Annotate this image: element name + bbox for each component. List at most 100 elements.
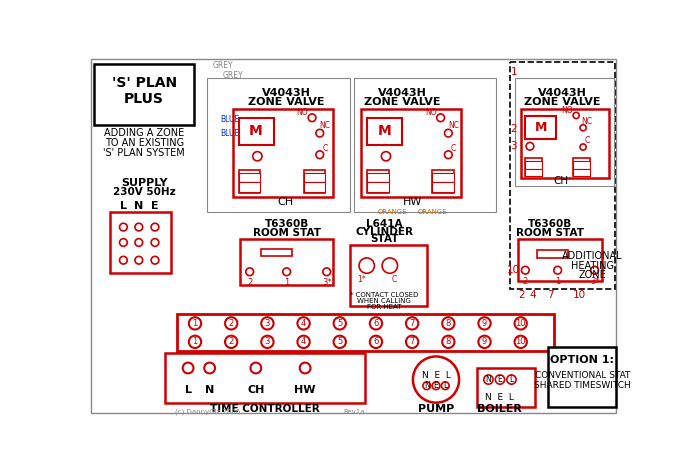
Bar — [432, 173, 454, 183]
Bar — [304, 173, 325, 183]
Text: C: C — [392, 275, 397, 284]
Bar — [110, 212, 171, 273]
Circle shape — [151, 223, 159, 231]
Circle shape — [250, 363, 262, 373]
Text: 6: 6 — [373, 337, 379, 346]
Circle shape — [119, 223, 127, 231]
Circle shape — [442, 336, 455, 348]
Circle shape — [189, 336, 201, 348]
Bar — [239, 173, 260, 183]
Bar — [353, 78, 496, 212]
Text: NO: NO — [296, 108, 308, 117]
Circle shape — [297, 317, 310, 329]
Text: 3: 3 — [511, 141, 517, 151]
Circle shape — [246, 268, 253, 276]
Text: 9: 9 — [482, 337, 487, 346]
Bar — [304, 183, 325, 192]
Text: 10: 10 — [515, 337, 526, 346]
Circle shape — [442, 382, 449, 389]
Text: NC: NC — [448, 121, 460, 130]
Bar — [573, 168, 590, 176]
Circle shape — [515, 317, 527, 329]
Text: 8: 8 — [446, 319, 451, 328]
Circle shape — [515, 336, 527, 348]
Text: ZONE: ZONE — [578, 270, 607, 280]
Circle shape — [262, 317, 273, 329]
Bar — [432, 183, 454, 192]
Circle shape — [591, 266, 598, 274]
Text: 2: 2 — [511, 124, 517, 134]
Circle shape — [308, 114, 316, 122]
Text: BLUE: BLUE — [220, 129, 239, 138]
Text: HEATING: HEATING — [571, 261, 614, 271]
Text: 1*: 1* — [357, 275, 366, 284]
Bar — [525, 116, 556, 139]
Circle shape — [437, 114, 444, 122]
Circle shape — [495, 375, 504, 384]
Circle shape — [580, 124, 586, 131]
Bar — [368, 118, 402, 145]
Bar — [549, 347, 616, 407]
Text: 2: 2 — [228, 319, 234, 328]
Circle shape — [406, 336, 418, 348]
Text: NC: NC — [319, 121, 331, 130]
Circle shape — [370, 317, 382, 329]
Text: Rev1a: Rev1a — [343, 409, 364, 415]
Text: E: E — [497, 375, 502, 384]
Text: ZONE VALVE: ZONE VALVE — [524, 97, 600, 107]
Circle shape — [444, 151, 452, 159]
Text: ORANGE: ORANGE — [418, 210, 448, 215]
Circle shape — [423, 382, 431, 389]
Text: NO: NO — [425, 108, 437, 117]
Text: PLUS: PLUS — [124, 92, 164, 105]
Circle shape — [413, 357, 459, 402]
Bar — [518, 239, 602, 281]
Text: L: L — [120, 201, 127, 211]
Circle shape — [406, 317, 418, 329]
Text: BLUE: BLUE — [220, 115, 239, 124]
Text: SUPPLY: SUPPLY — [121, 178, 168, 188]
Bar — [207, 78, 350, 212]
Circle shape — [507, 375, 516, 384]
Text: ADDING A ZONE: ADDING A ZONE — [104, 128, 184, 138]
Circle shape — [359, 258, 375, 273]
Text: ADDITIONAL: ADDITIONAL — [562, 251, 622, 261]
Circle shape — [151, 239, 159, 246]
Text: BOILER: BOILER — [477, 404, 522, 414]
Text: L641A: L641A — [366, 219, 403, 229]
Circle shape — [135, 223, 143, 231]
Text: 10: 10 — [507, 265, 520, 275]
Bar — [362, 109, 462, 197]
Text: 1: 1 — [555, 277, 560, 285]
Bar — [515, 78, 614, 185]
Text: 5: 5 — [337, 337, 342, 346]
Text: M: M — [249, 124, 263, 138]
Text: GREY: GREY — [213, 61, 233, 70]
Text: STAT: STAT — [370, 234, 399, 244]
Circle shape — [323, 268, 331, 276]
Circle shape — [299, 363, 310, 373]
Text: 4: 4 — [530, 290, 536, 300]
Bar — [477, 368, 535, 407]
Circle shape — [580, 144, 586, 150]
Text: GREY: GREY — [223, 71, 244, 80]
Text: WHEN CALLING: WHEN CALLING — [357, 298, 411, 304]
Circle shape — [442, 317, 455, 329]
Bar — [350, 245, 427, 307]
Text: 3*: 3* — [590, 277, 600, 285]
Bar — [233, 109, 333, 197]
Text: N  E  L: N E L — [422, 371, 451, 380]
Bar — [304, 170, 325, 193]
Text: E: E — [151, 201, 159, 211]
Bar — [525, 161, 542, 168]
Text: L: L — [443, 381, 447, 390]
Text: C: C — [451, 144, 456, 153]
Circle shape — [478, 336, 491, 348]
Text: 2: 2 — [247, 278, 253, 287]
Text: ORANGE: ORANGE — [377, 210, 407, 215]
Text: 8: 8 — [446, 337, 451, 346]
Circle shape — [297, 336, 310, 348]
Circle shape — [522, 266, 529, 274]
Text: T6360B: T6360B — [528, 219, 572, 229]
Bar — [239, 183, 260, 192]
